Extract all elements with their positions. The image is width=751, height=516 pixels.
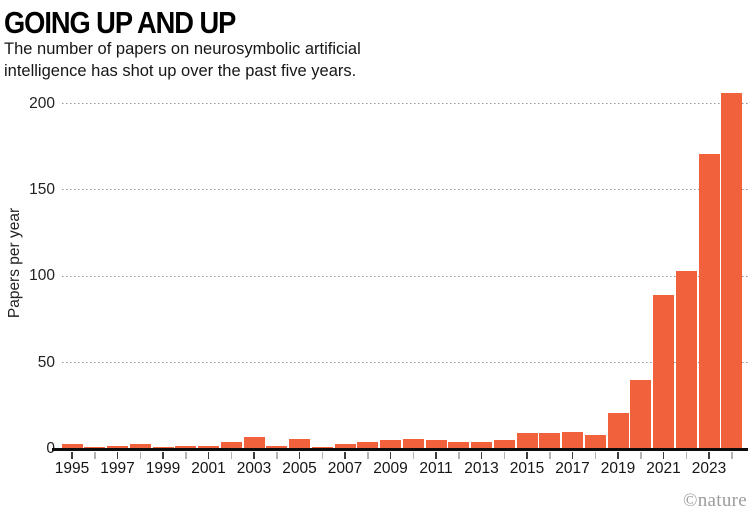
- x-tick-2019: [617, 451, 619, 459]
- x-tick-2012: [458, 451, 460, 459]
- y-tick-label-100: 100: [29, 267, 55, 285]
- x-tick-2023: [708, 451, 710, 459]
- x-tick-2004: [276, 451, 278, 459]
- x-tick-2005: [298, 451, 301, 459]
- x-tick-label-2009: 2009: [373, 460, 408, 477]
- x-tick-2008: [367, 451, 369, 459]
- x-tick-2009: [389, 451, 392, 459]
- bar-2005: [289, 438, 310, 449]
- x-tick-label-2011: 2011: [419, 460, 453, 477]
- x-tick-2000: [185, 451, 187, 459]
- bar-2009: [380, 440, 401, 449]
- bar-2021: [653, 295, 674, 449]
- x-tick-2022: [685, 451, 687, 459]
- bar-2015: [516, 433, 538, 449]
- bar-2016: [539, 433, 561, 449]
- x-tick-label-2019: 2019: [600, 460, 636, 477]
- x-tick-label-2017: 2017: [555, 460, 590, 477]
- x-tick-2013: [480, 451, 483, 459]
- bar-2019: [607, 412, 629, 449]
- x-tick-label-1999: 1999: [145, 460, 181, 477]
- bar-2013: [471, 442, 492, 449]
- bar-2012: [448, 442, 470, 449]
- x-tick-2003: [253, 451, 255, 459]
- x-tick-label-2001: 2001: [191, 460, 226, 477]
- bar-2018: [584, 435, 606, 449]
- bar-2003: [243, 436, 265, 449]
- x-tick-2017: [571, 451, 574, 459]
- bar-2022: [675, 271, 697, 449]
- gridline-50: [62, 362, 748, 364]
- bar-2024: [721, 93, 743, 449]
- bar-1998: [129, 443, 151, 449]
- x-tick-2015: [526, 451, 528, 459]
- bar-2004: [266, 445, 288, 449]
- x-tick-2020: [640, 451, 642, 459]
- bar-2010: [402, 438, 424, 449]
- x-tick-1997: [116, 451, 119, 459]
- bar-1995: [61, 443, 83, 449]
- x-tick-2014: [503, 451, 505, 459]
- x-tick-label-2023: 2023: [691, 460, 727, 477]
- chart-subtitle: The number of papers on neurosymbolic ar…: [4, 40, 361, 80]
- bar-2017: [562, 431, 583, 449]
- x-tick-label-2015: 2015: [509, 460, 545, 477]
- x-tick-2006: [321, 451, 323, 459]
- bar-1997: [107, 445, 128, 449]
- chart-title: GOING UP AND UP: [4, 5, 236, 40]
- x-tick-2021: [662, 451, 665, 459]
- nature-logo: ©nature: [682, 490, 747, 511]
- y-tick-label-50: 50: [37, 353, 55, 371]
- x-tick-label-2005: 2005: [282, 460, 317, 477]
- x-tick-label-2003: 2003: [236, 460, 272, 477]
- x-tick-2024: [731, 451, 733, 459]
- y-tick-label-200: 200: [29, 94, 55, 112]
- bar-2001: [198, 445, 219, 449]
- bar-2000: [175, 445, 197, 449]
- bar-2020: [630, 379, 652, 449]
- x-tick-2001: [207, 451, 210, 459]
- x-tick-label-2007: 2007: [327, 460, 363, 477]
- gridline-100: [62, 275, 748, 277]
- x-tick-2002: [230, 451, 232, 459]
- x-tick-label-2013: 2013: [464, 460, 499, 477]
- gridline-150: [62, 189, 748, 191]
- x-tick-2010: [412, 451, 414, 459]
- x-tick-label-1995: 1995: [54, 460, 90, 477]
- bar-2002: [220, 442, 242, 449]
- x-tick-2007: [344, 451, 346, 459]
- y-tick-label-150: 150: [29, 180, 55, 198]
- bar-2007: [334, 443, 356, 449]
- x-tick-label-1997: 1997: [100, 460, 135, 477]
- x-axis-line: [52, 447, 748, 451]
- gridline-200: [62, 103, 748, 105]
- x-tick-label-2021: 2021: [646, 460, 681, 477]
- bar-2023: [698, 153, 720, 449]
- y-axis-label: Papers per year: [6, 207, 23, 319]
- x-tick-1995: [71, 451, 73, 459]
- x-tick-2016: [549, 451, 551, 459]
- bar-2014: [493, 440, 515, 449]
- y-tick-label-0: 0: [46, 440, 55, 457]
- x-tick-2011: [435, 451, 437, 459]
- x-tick-1998: [139, 451, 141, 459]
- bar-2011: [425, 440, 447, 449]
- bar-2008: [357, 442, 379, 449]
- x-tick-2018: [594, 451, 596, 459]
- x-tick-1999: [162, 451, 164, 459]
- x-tick-1996: [94, 451, 96, 459]
